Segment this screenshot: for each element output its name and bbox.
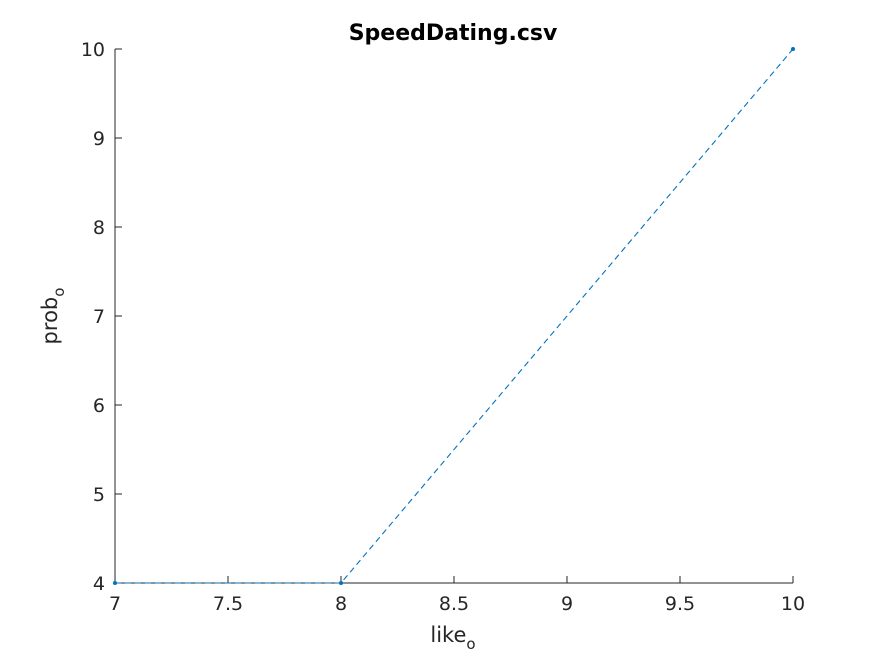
y-tick-label: 8	[93, 217, 105, 239]
x-tick-label: 9.5	[665, 593, 695, 615]
x-tick-label: 10	[781, 593, 805, 615]
y-tick-label: 10	[81, 39, 105, 61]
chart-title: SpeedDating.csv	[349, 21, 558, 46]
y-tick-label: 6	[93, 395, 105, 417]
x-axis-label-subscript: o	[466, 635, 475, 653]
data-point	[791, 47, 795, 51]
y-axis-label: probo	[38, 288, 68, 345]
x-tick-label: 9	[561, 593, 573, 615]
y-tick-label: 9	[93, 128, 105, 150]
x-tick-label: 7.5	[213, 593, 243, 615]
x-axis-label-base: like	[430, 623, 466, 647]
y-tick-label: 5	[93, 484, 105, 506]
x-tick-label: 8.5	[439, 593, 469, 615]
y-tick-label: 4	[93, 573, 105, 595]
x-tick-label: 8	[335, 593, 347, 615]
series-line	[115, 48, 794, 584]
x-axis-label: likeo	[430, 623, 475, 653]
x-tick-label: 7	[109, 593, 121, 615]
axes	[114, 49, 793, 584]
y-tick-label: 7	[93, 306, 105, 328]
data-point	[339, 581, 343, 585]
series-layer	[113, 47, 795, 585]
y-axis-label-base: prob	[38, 297, 62, 345]
y-axis-ticks: 4 5 6 7 8 9 10	[81, 39, 122, 595]
data-point	[113, 581, 117, 585]
x-axis-ticks: 7 7.5 8 8.5 9 9.5 10	[109, 576, 805, 615]
y-axis-label-subscript: o	[50, 288, 68, 297]
